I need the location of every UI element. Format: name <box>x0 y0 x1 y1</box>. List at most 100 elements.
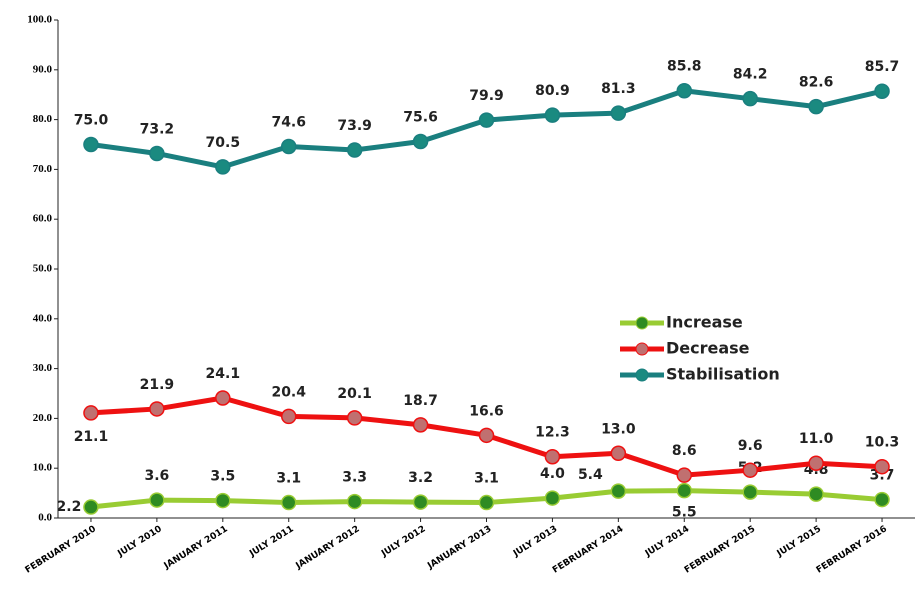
x-tick-label: FEBRUARY 2014 <box>551 524 625 576</box>
marker <box>874 458 890 475</box>
data-label: 18.7 <box>403 393 438 409</box>
data-label: 20.1 <box>337 386 372 402</box>
data-label: 75.0 <box>74 113 109 129</box>
marker <box>478 112 495 128</box>
marker <box>215 390 231 406</box>
x-tick-label: FEBRUARY 2015 <box>683 524 757 576</box>
x-tick-label: FEBRUARY 2010 <box>24 524 98 576</box>
y-tick-label: 80.0 <box>33 113 53 125</box>
data-label: 84.2 <box>733 67 768 83</box>
x-tick-label: JULY 2011 <box>247 524 295 559</box>
marker <box>610 445 627 462</box>
marker <box>610 483 627 499</box>
data-label: 16.6 <box>469 403 504 419</box>
data-label: 3.1 <box>474 471 499 487</box>
data-label: 3.3 <box>342 470 367 486</box>
data-label: 12.3 <box>535 425 570 441</box>
y-tick-label: 0.0 <box>38 512 52 524</box>
marker <box>676 82 693 99</box>
data-label: 3.2 <box>408 470 433 486</box>
data-label: 85.8 <box>667 59 702 75</box>
marker <box>544 448 561 465</box>
data-label: 5.5 <box>672 505 697 521</box>
marker <box>742 484 758 500</box>
marker <box>742 462 758 478</box>
legend-marker <box>635 342 649 356</box>
marker <box>346 493 363 510</box>
marker <box>478 427 495 444</box>
marker <box>83 136 99 153</box>
marker <box>149 492 165 508</box>
marker <box>544 490 561 506</box>
marker <box>412 494 429 510</box>
data-label: 2.2 <box>57 499 82 515</box>
marker <box>215 492 231 509</box>
marker <box>83 499 99 515</box>
data-label: 79.9 <box>469 88 504 104</box>
marker <box>676 467 693 483</box>
marker <box>215 159 231 175</box>
data-label: 5.4 <box>578 467 603 483</box>
marker <box>478 494 495 511</box>
x-tick-label: JULY 2010 <box>116 524 164 559</box>
y-tick-label: 40.0 <box>33 312 53 324</box>
data-label: 20.4 <box>271 384 306 400</box>
legend-label: Stabilisation <box>666 365 780 384</box>
marker <box>346 410 363 426</box>
data-label: 13.0 <box>601 421 636 437</box>
marker <box>742 90 758 107</box>
marker <box>412 133 429 150</box>
data-label: 70.5 <box>206 135 241 151</box>
x-tick-label: JULY 2013 <box>511 524 559 559</box>
data-label: 21.1 <box>74 429 109 445</box>
data-label: 3.6 <box>144 468 169 484</box>
marker <box>676 482 693 499</box>
data-label: 75.6 <box>403 110 438 126</box>
data-label: 82.6 <box>799 75 834 91</box>
x-tick-label: JULY 2015 <box>775 524 823 559</box>
x-tick-label: JULY 2012 <box>379 524 427 559</box>
legend-marker <box>635 368 649 382</box>
data-label: 3.5 <box>210 469 235 485</box>
y-tick-label: 90.0 <box>33 63 53 75</box>
y-tick-label: 60.0 <box>33 213 53 225</box>
data-label: 73.9 <box>337 118 372 134</box>
marker <box>808 98 824 115</box>
marker <box>149 401 165 417</box>
y-tick-label: 50.0 <box>33 263 53 275</box>
data-label: 3.1 <box>276 471 301 487</box>
x-tick-label: JANUARY 2011 <box>162 524 230 572</box>
data-label: 3.7 <box>870 468 895 484</box>
data-label: 73.2 <box>140 121 175 137</box>
marker <box>280 494 297 511</box>
marker <box>83 405 99 421</box>
x-tick-label: JULY 2014 <box>643 524 691 559</box>
x-tick-label: FEBRUARY 2016 <box>815 524 889 576</box>
marker <box>280 138 297 155</box>
y-tick-label: 10.0 <box>33 462 53 474</box>
marker <box>874 83 890 99</box>
marker <box>149 145 165 162</box>
y-tick-label: 30.0 <box>33 362 53 374</box>
marker <box>874 491 890 508</box>
data-label: 9.6 <box>738 438 763 454</box>
marker <box>412 417 429 433</box>
data-label: 10.3 <box>865 435 900 451</box>
y-tick-label: 20.0 <box>33 412 53 424</box>
data-label: 8.6 <box>672 443 697 459</box>
marker <box>610 105 627 121</box>
data-label: 4.0 <box>540 466 565 482</box>
data-label: 24.1 <box>206 366 241 382</box>
legend-marker <box>635 316 649 330</box>
marker <box>346 142 363 158</box>
y-tick-label: 100.0 <box>27 14 52 26</box>
marker <box>808 486 824 502</box>
data-label: 81.3 <box>601 81 636 97</box>
marker <box>808 455 824 471</box>
data-label: 11.0 <box>799 431 834 447</box>
marker <box>280 408 297 425</box>
legend-label: Decrease <box>666 339 750 358</box>
y-tick-label: 70.0 <box>33 163 53 175</box>
data-label: 85.7 <box>865 59 900 75</box>
x-tick-label: JANUARY 2012 <box>294 524 362 572</box>
